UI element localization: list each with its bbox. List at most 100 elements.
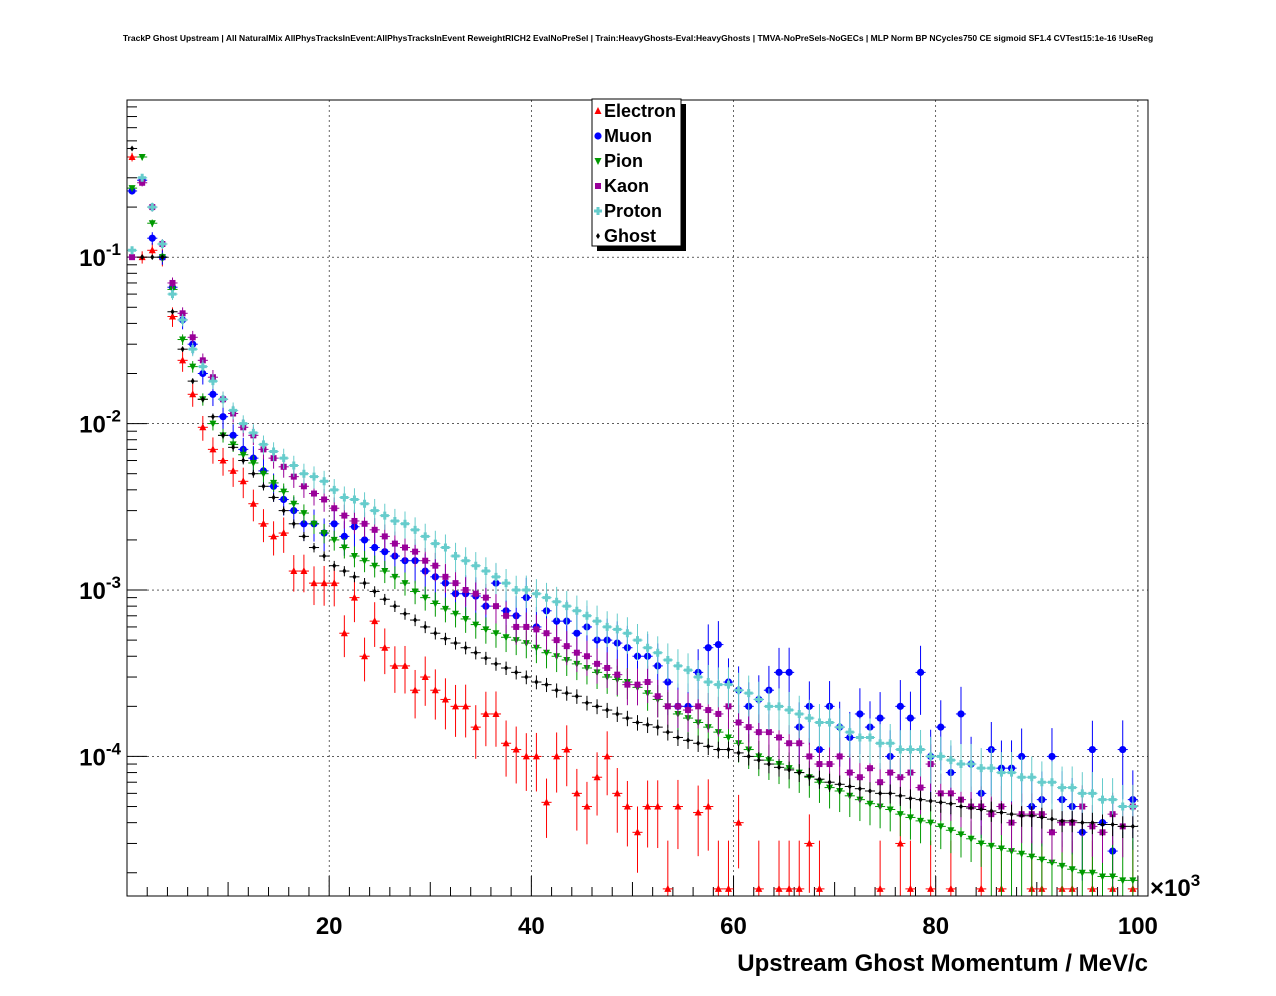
data-point-ghost [1049, 816, 1054, 823]
data-point-electron [603, 752, 611, 760]
data-point-proton [572, 606, 581, 615]
legend-marker-proton [594, 207, 602, 215]
data-point-ghost [352, 573, 357, 580]
data-point-ghost [1029, 812, 1034, 819]
data-point-electron [189, 390, 197, 398]
data-point-proton [956, 760, 965, 769]
data-point-ghost [969, 804, 974, 811]
data-point-proton [936, 752, 945, 761]
y-tick-label: 10-1 [79, 240, 121, 272]
data-point-kaon [877, 779, 884, 786]
data-point-pion [452, 610, 460, 618]
data-point-pion [361, 557, 369, 565]
data-point-ghost [948, 800, 953, 807]
data-point-pion [209, 420, 217, 428]
data-point-pion [482, 626, 490, 634]
data-point-kaon [482, 594, 489, 601]
legend-marker-pion [594, 158, 602, 165]
data-point-electron [805, 839, 813, 847]
data-point-proton [310, 472, 319, 481]
data-point-pion [957, 831, 965, 839]
data-point-ghost [958, 803, 963, 810]
data-point-proton [613, 625, 622, 634]
data-point-ghost [130, 145, 135, 152]
data-point-ghost [261, 483, 266, 490]
data-point-electron [239, 477, 247, 485]
data-point-ghost [200, 396, 205, 403]
data-point-pion [917, 817, 925, 825]
data-point-ghost [928, 797, 933, 804]
data-point-pion [1048, 859, 1056, 867]
data-point-electron [371, 617, 379, 625]
data-point-electron [330, 579, 338, 587]
data-point-pion [290, 500, 298, 508]
data-point-proton [977, 764, 986, 773]
data-point-electron [452, 702, 460, 710]
data-point-electron [664, 884, 672, 892]
data-point-kaon [139, 179, 146, 186]
data-point-kaon [685, 707, 692, 714]
data-point-electron [391, 661, 399, 669]
data-point-pion [1119, 877, 1127, 885]
data-point-pion [532, 644, 540, 652]
data-point-kaon [624, 681, 631, 688]
data-point-kaon [179, 310, 186, 317]
data-point-proton [997, 768, 1006, 777]
data-point-kaon [442, 573, 449, 580]
data-point-ghost [514, 669, 519, 676]
data-point-electron [482, 709, 490, 717]
data-point-pion [1028, 853, 1036, 861]
data-point-ghost [615, 710, 620, 717]
data-point-proton [421, 532, 430, 541]
data-point-ghost [413, 617, 418, 624]
data-point-electron [553, 752, 561, 760]
data-point-pion [381, 568, 389, 576]
data-point-kaon [361, 520, 368, 527]
data-point-electron [906, 884, 914, 892]
data-point-electron [179, 356, 187, 364]
data-point-kaon [846, 769, 853, 776]
data-point-pion [350, 553, 358, 561]
data-point-pion [128, 185, 136, 193]
data-point-proton [542, 593, 551, 602]
legend-marker-muon [594, 132, 602, 140]
x-tick-label: 20 [316, 913, 343, 940]
data-point-ghost [251, 470, 256, 477]
data-point-electron [340, 629, 348, 637]
data-point-pion [937, 823, 945, 831]
data-point-kaon [867, 765, 874, 772]
data-point-kaon [401, 544, 408, 551]
data-point-electron [674, 802, 682, 810]
legend-marker-electron [594, 107, 602, 114]
data-point-pion [462, 615, 470, 623]
data-point-pion [896, 811, 904, 819]
data-point-kaon [523, 623, 530, 630]
data-point-proton [360, 499, 369, 508]
data-point-pion [401, 580, 409, 588]
data-point-pion [502, 634, 510, 642]
series-proton [127, 173, 1138, 838]
data-point-pion [1008, 848, 1016, 856]
data-point-kaon [594, 660, 601, 667]
data-point-kaon [897, 774, 904, 781]
data-point-ghost [625, 715, 630, 722]
data-point-muon [906, 714, 915, 722]
data-point-ghost [878, 790, 883, 797]
data-point-kaon [856, 774, 863, 781]
data-point-muon [775, 668, 783, 676]
data-point-pion [421, 594, 429, 602]
data-point-proton [734, 686, 743, 695]
data-point-kaon [321, 496, 328, 503]
data-point-ghost [847, 783, 852, 790]
data-point-pion [724, 734, 732, 742]
data-point-proton [876, 739, 885, 748]
data-point-ghost [493, 660, 498, 667]
data-point-kaon [735, 719, 742, 726]
data-point-muon [664, 678, 672, 686]
data-point-electron [735, 818, 743, 826]
legend: Electron Muon Pion Kaon Proton Ghost [591, 98, 686, 251]
data-point-ghost [241, 457, 246, 464]
x-tick-label: 60 [720, 913, 747, 940]
data-point-proton [1098, 795, 1107, 804]
data-point-muon [330, 520, 338, 528]
